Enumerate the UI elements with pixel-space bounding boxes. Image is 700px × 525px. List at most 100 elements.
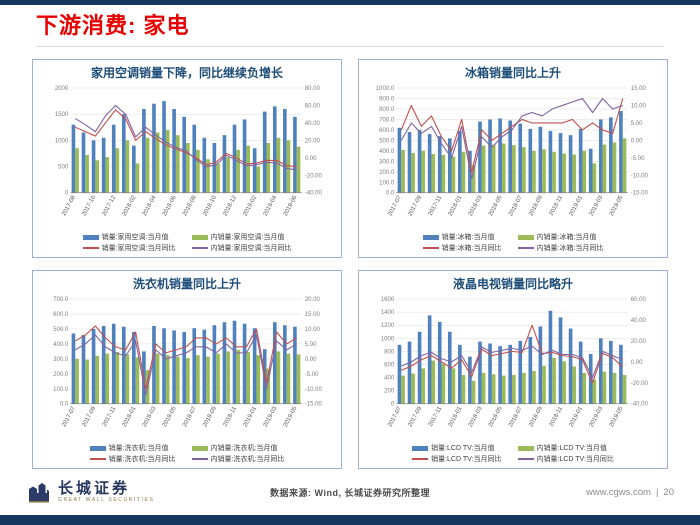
svg-text:5.00: 5.00 (631, 121, 643, 127)
legend-item: 内销量:冰箱:当月值 (517, 232, 604, 242)
svg-text:40.00: 40.00 (631, 318, 647, 324)
legend-item: 内销量:家用空调:当月值 (191, 232, 292, 242)
legend-line-marker (412, 458, 429, 461)
svg-text:-5.00: -5.00 (631, 156, 645, 162)
legend-item: 内销量:冰箱:当月同比 (517, 243, 603, 253)
legend-bar-marker (191, 234, 208, 240)
svg-text:1500: 1500 (55, 113, 69, 119)
svg-text:2017-11: 2017-11 (428, 406, 444, 428)
svg-text:1600: 1600 (381, 297, 395, 303)
svg-text:-15.00: -15.00 (305, 402, 323, 408)
svg-text:2019-03: 2019-03 (589, 406, 605, 429)
svg-text:2018-01: 2018-01 (448, 406, 464, 429)
legend-item: 销量:家用空调:当月值 (82, 232, 176, 242)
svg-text:60.00: 60.00 (305, 104, 321, 110)
legend-item: 销量:家用空调:当月同比 (82, 243, 176, 253)
footer: 长城证券 GREAT WALL SECURITIES 数据来源: Wind, 长… (0, 469, 700, 515)
legend-item: 内销量:家用空调:当月同比 (191, 243, 292, 253)
legend-bar-marker (517, 445, 534, 451)
svg-text:400.0: 400.0 (53, 342, 69, 348)
logo-chinese-name: 长城证券 (58, 480, 131, 497)
svg-text:300.0: 300.0 (379, 160, 395, 166)
svg-text:2019-05: 2019-05 (609, 406, 625, 429)
svg-text:2018-01: 2018-01 (122, 406, 138, 429)
svg-text:200.0: 200.0 (53, 372, 69, 378)
legend-label: 内销量:冰箱:当月值 (536, 234, 597, 242)
svg-text:15.00: 15.00 (631, 86, 647, 92)
chart-legend: 销量:冰箱:当月值 内销量:冰箱:当月值 销量:冰箱:当月同比 内销量:冰箱:当月同比 (362, 232, 664, 253)
svg-text:2019-01: 2019-01 (569, 195, 585, 218)
svg-text:-10.00: -10.00 (305, 387, 323, 393)
svg-text:-20.00: -20.00 (631, 381, 649, 387)
svg-text:2017-09: 2017-09 (407, 195, 423, 218)
svg-text:0: 0 (391, 402, 395, 408)
svg-text:0.00: 0.00 (305, 357, 317, 363)
legend-bar-marker (82, 234, 99, 240)
air-conditioner-chart: 0 500 1000 1500 2000 -40.00 -20.00 0.00 20.00 40.… (55, 86, 323, 218)
svg-text:2000: 2000 (55, 86, 69, 92)
svg-text:2018-09: 2018-09 (202, 406, 218, 429)
legend-line-marker (422, 247, 439, 250)
legend-line-marker (517, 247, 534, 250)
svg-text:2017-07: 2017-07 (387, 406, 403, 429)
svg-text:0.0: 0.0 (60, 402, 69, 408)
legend-label: 销量:洗衣机:当月同比 (108, 456, 176, 464)
legend-line-marker (191, 247, 208, 250)
svg-text:2019-05: 2019-05 (609, 195, 625, 218)
legend-item: 内销量:LCD TV:当月值 (517, 443, 614, 453)
svg-text:2017-07: 2017-07 (61, 406, 77, 429)
data-source-note: 数据来源: Wind, 长城证券研究所整理 (270, 487, 430, 498)
svg-text:-20.00: -20.00 (305, 174, 323, 180)
legend-label: 销量:家用空调:当月同比 (101, 245, 176, 253)
svg-text:2019-06: 2019-06 (283, 195, 299, 218)
svg-text:2019-02: 2019-02 (243, 195, 259, 218)
svg-text:2017-12: 2017-12 (102, 195, 118, 218)
svg-text:600: 600 (384, 363, 395, 369)
svg-text:2019-04: 2019-04 (263, 195, 279, 218)
svg-text:2017-09: 2017-09 (81, 406, 97, 429)
svg-text:1200: 1200 (381, 324, 395, 330)
svg-text:2018-05: 2018-05 (162, 406, 178, 429)
legend-item: 销量:冰箱:当月值 (422, 232, 502, 242)
legend-line-marker (517, 458, 534, 461)
svg-text:1000.0: 1000.0 (376, 86, 395, 92)
svg-text:-15.00: -15.00 (631, 191, 649, 197)
chart-panel-washing-machine: 洗衣机销量同比上升 0.0 100.0 200.0 300.0 400.0 500.0 60… (32, 270, 342, 470)
svg-text:40.00: 40.00 (305, 121, 321, 127)
legend-item: 销量:洗衣机:当月同比 (89, 454, 176, 464)
legend-label: 销量:洗衣机:当月值 (108, 445, 169, 453)
bottom-border-bar (0, 515, 700, 525)
svg-text:100.0: 100.0 (379, 181, 395, 187)
svg-text:1000: 1000 (381, 337, 395, 343)
chart-panel-refrigerator: 冰箱销量同比上升 0.0 100.0 200.0 300.0 400.0 500.0 600… (358, 59, 668, 259)
svg-text:800: 800 (384, 350, 395, 356)
svg-text:2019-03: 2019-03 (589, 195, 605, 218)
svg-text:700.0: 700.0 (379, 118, 395, 124)
svg-text:-10.00: -10.00 (631, 174, 649, 180)
svg-text:2018-04: 2018-04 (142, 195, 158, 218)
chart-title: 家用空调销量下降，同比继续负增长 (90, 66, 283, 81)
svg-text:2018-03: 2018-03 (142, 406, 158, 429)
svg-text:2019-03: 2019-03 (263, 406, 279, 429)
svg-text:1400: 1400 (381, 311, 395, 317)
svg-text:-40.00: -40.00 (305, 191, 323, 197)
legend-label: 内销量:家用空调:当月同比 (210, 245, 292, 253)
top-border-bar (0, 0, 700, 5)
website-url: www.cgws.com (586, 486, 651, 498)
svg-text:-40.00: -40.00 (631, 402, 649, 408)
footer-right: www.cgws.com | 20 (586, 487, 674, 498)
legend-label: 内销量:家用空调:当月值 (210, 234, 285, 242)
svg-text:5.00: 5.00 (305, 342, 317, 348)
svg-text:2018-10: 2018-10 (202, 195, 218, 218)
chart-title: 洗衣机销量同比上升 (132, 277, 241, 292)
svg-text:0.00: 0.00 (631, 360, 643, 366)
page-title: 下游消费: 家电 (36, 13, 190, 38)
svg-text:2018-09: 2018-09 (528, 195, 544, 218)
legend-bar-marker (191, 445, 208, 451)
svg-text:2017-10: 2017-10 (81, 195, 97, 218)
company-logo: 长城证券 GREAT WALL SECURITIES (26, 480, 154, 504)
refrigerator-chart: 0.0 100.0 200.0 300.0 400.0 500.0 600.0 700.0 80… (376, 86, 649, 218)
svg-text:2018-11: 2018-11 (223, 406, 239, 428)
svg-text:2018-12: 2018-12 (222, 195, 238, 218)
